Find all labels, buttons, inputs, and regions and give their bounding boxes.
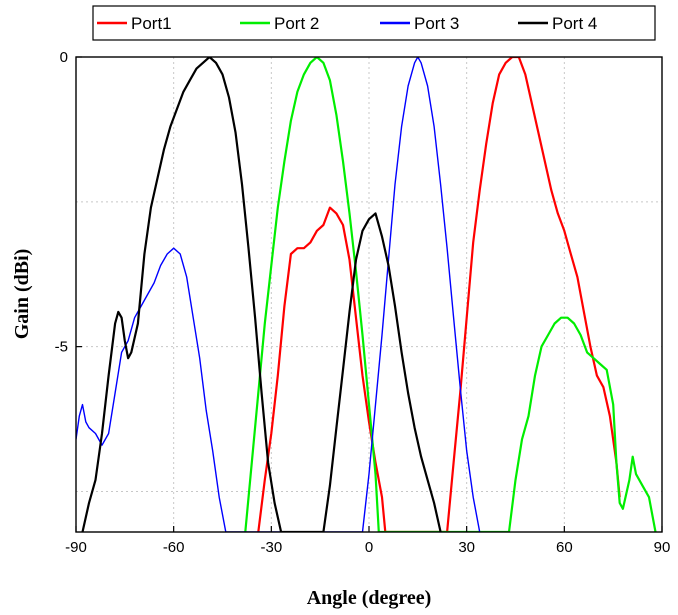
series-layer: [76, 57, 657, 532]
grid: [76, 57, 662, 532]
x-tick-label: -90: [65, 539, 87, 556]
legend-label-2: Port 2: [274, 14, 319, 33]
x-axis-title: Angle (degree): [307, 587, 432, 609]
x-tick-label: 90: [654, 539, 671, 556]
axis-ticks: -90 -60 -30 0 30 60 90 -5 0: [55, 49, 671, 556]
legend-box: [92, 5, 656, 41]
legend-label-3: Port 3: [414, 14, 459, 33]
x-tick-label: 30: [458, 539, 475, 556]
series-line-2: [244, 57, 657, 532]
y-tick-label: 0: [60, 49, 68, 66]
series-line-3: [76, 57, 481, 532]
y-axis-title: Gain (dBi): [11, 249, 33, 340]
x-tick-label: 60: [556, 539, 573, 556]
x-tick-label: -60: [163, 539, 185, 556]
y-tick-label: -5: [55, 339, 68, 356]
x-tick-label: -30: [260, 539, 282, 556]
series-line-1: [257, 57, 621, 532]
series-line-4: [81, 57, 442, 532]
legend: Port1 Port 2 Port 3 Port 4: [92, 5, 656, 41]
x-tick-label: 0: [365, 539, 373, 556]
legend-label-1: Port1: [131, 14, 172, 33]
legend-label-4: Port 4: [552, 14, 597, 33]
